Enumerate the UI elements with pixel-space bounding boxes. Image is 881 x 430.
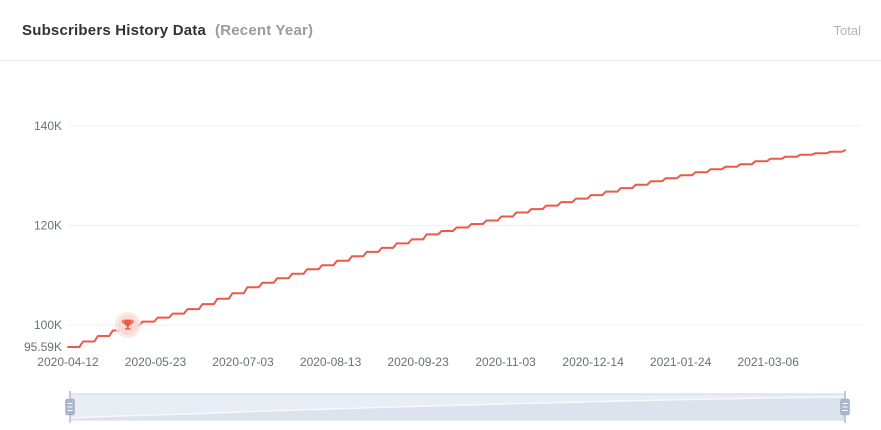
x-axis-tick-label: 2020-09-23 xyxy=(387,355,449,369)
y-axis-tick-label: 95.59K xyxy=(24,340,62,354)
milestone-trophy-marker[interactable] xyxy=(114,312,141,338)
y-axis-tick-label: 120K xyxy=(34,219,62,233)
x-axis-tick-label: 2020-11-03 xyxy=(475,355,536,369)
datazoom-left-handle[interactable] xyxy=(65,391,75,423)
x-axis-tick-label: 2020-08-13 xyxy=(300,355,362,369)
legend-item-total[interactable]: Total xyxy=(833,22,861,38)
datazoom-right-handle[interactable] xyxy=(840,391,850,423)
card-header: Subscribers History Data (Recent Year) T… xyxy=(0,0,881,61)
x-axis-tick-label: 2021-01-24 xyxy=(650,355,712,369)
y-axis-tick-label: 100K xyxy=(34,318,62,332)
x-axis-tick-label: 2020-12-14 xyxy=(562,355,624,369)
x-axis-tick-label: 2020-07-03 xyxy=(212,355,274,369)
page-subtitle: (Recent Year) xyxy=(215,21,314,39)
trophy-icon xyxy=(122,319,134,330)
y-axis-tick-label: 140K xyxy=(34,119,62,133)
page-title: Subscribers History Data xyxy=(22,21,207,39)
datazoom-data-shadow xyxy=(70,397,845,420)
datazoom-shadow-line xyxy=(69,396,846,419)
x-axis-tick-label: 2020-05-23 xyxy=(125,355,187,369)
x-axis-tick-label: 2020-04-12 xyxy=(37,355,99,369)
subscribers-line-series[interactable] xyxy=(67,149,846,348)
x-axis-tick-label: 2021-03-06 xyxy=(738,355,800,369)
